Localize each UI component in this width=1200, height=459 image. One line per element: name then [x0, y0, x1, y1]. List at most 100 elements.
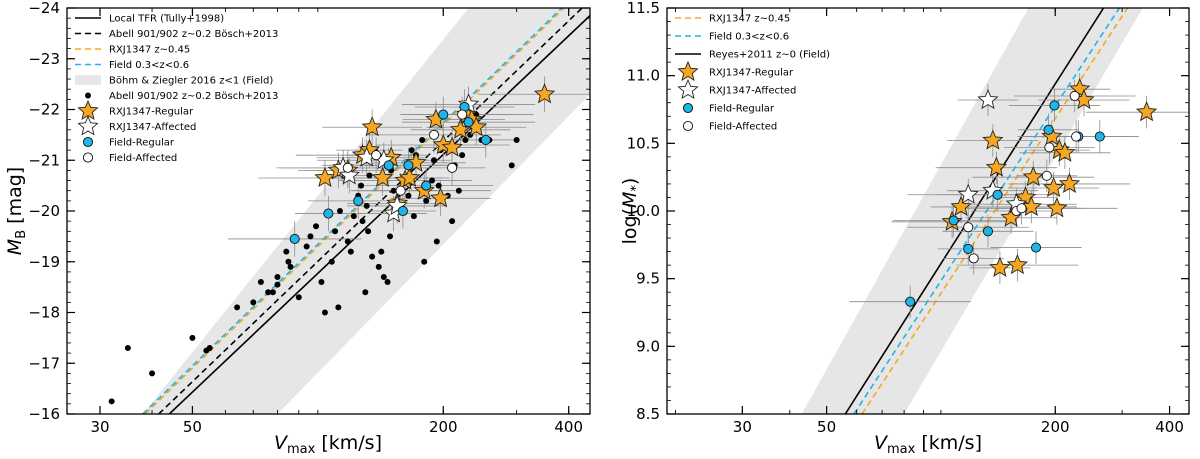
right-x-tick-label: 200 [1041, 418, 1070, 436]
legend-label: Local TFR (Tully+1998) [109, 14, 224, 25]
right-legend-entry: RXJ1347 z~0.45 [675, 14, 790, 25]
legend-marker-swatch [677, 78, 699, 100]
left-field-regular-point [289, 233, 300, 244]
legend-label: RXJ1347-Regular [709, 68, 794, 79]
right-field-regular-point [948, 215, 959, 226]
right-rxj1347-regular-point [1041, 125, 1063, 146]
right-y-tick-label: 11.5 [627, 0, 660, 17]
left-abell-901-902-z-0-2-b-sch-2013-point [390, 187, 397, 194]
left-rxj1347-regular-point [533, 83, 556, 104]
left-abell-901-902-z-0-2-b-sch-2013-point [410, 213, 417, 220]
right-y-tick-label: 9.0 [636, 337, 660, 355]
left-rxj1347-regular-point [441, 136, 463, 157]
left-abell-901-902-z-0-2-b-sch-2013-point [350, 213, 357, 220]
legend-label: Reyes+2011 z~0 (Field) [709, 50, 830, 61]
right-legend-entry: Field-Affected [682, 120, 777, 133]
legend-marker-swatch [77, 115, 99, 136]
right-rxj1347-affected-point [977, 88, 999, 110]
left-rxj1347-regular-point [429, 187, 452, 208]
left-field-regular-point [421, 180, 432, 191]
legend-label: RXJ1347 z~0.45 [109, 45, 190, 56]
left-abell-901-902-z-0-2-b-sch-2013-point [405, 192, 412, 199]
left-field-regular-point [397, 205, 408, 217]
left-x-axis-label: Vmax [km/s] [274, 432, 382, 457]
left-field-regular-point [480, 134, 491, 145]
left-abell-901-902-z-0-2-b-sch-2013-point [206, 345, 213, 352]
left-abell-901-902-z-0-2-b-sch-2013-point [189, 334, 196, 341]
right-rxj1347-regular-point [1006, 253, 1029, 275]
right-rxj1347-regular-point [1046, 197, 1068, 218]
left-y-tick-label: −22 [28, 101, 60, 119]
left-field-regular-point [463, 117, 474, 128]
legend-label: Field-Affected [109, 153, 177, 164]
right-rxj1347-regular-point [1022, 165, 1044, 187]
left-abell-901-902-z-0-2-b-sch-2013-point [369, 253, 376, 260]
right-x-tick-label: 400 [1155, 418, 1184, 436]
legend-label: Böhm & Ziegler 2016 z<1 (Field) [109, 76, 273, 87]
left-abell-901-902-z-0-2-b-sch-2013-point [358, 182, 365, 189]
left-abell-901-902-z-0-2-b-sch-2013-point [335, 304, 342, 311]
right-x-tick-label: 30 [733, 418, 752, 436]
right-y-tick-label: 10.0 [627, 202, 660, 220]
left-abell-901-902-z-0-2-b-sch-2013-point [321, 309, 328, 316]
left-abell-901-902-z-0-2-b-sch-2013-point [328, 258, 335, 265]
right-rxj1347-regular-point [1058, 172, 1081, 193]
legend-label: Field-Regular [709, 104, 775, 115]
left-abell-901-902-z-0-2-b-sch-2013-point [274, 273, 281, 280]
left-legend-entry: Abell 901/902 z~0.2 Bösch+2013 [75, 29, 278, 40]
left-abell-901-902-z-0-2-b-sch-2013-point [313, 223, 320, 230]
legend-label: Abell 901/902 z~0.2 Bösch+2013 [109, 91, 278, 102]
left-field-affected-point [395, 185, 406, 196]
left-field-affected-point [371, 150, 382, 161]
right-field-affected-point [1041, 170, 1052, 181]
left-y-tick-label: −24 [28, 0, 60, 17]
left-abell-901-902-z-0-2-b-sch-2013-point [423, 197, 430, 204]
right-legend-entry: RXJ1347-Affected [677, 78, 796, 100]
right-rxj1347-regular-point [1054, 141, 1076, 162]
left-plot-area [108, 8, 590, 414]
left-abell-901-902-z-0-2-b-sch-2013-point [387, 233, 394, 240]
left-y-tick-label: −20 [28, 202, 60, 220]
left-abell-901-902-z-0-2-b-sch-2013-point [433, 238, 440, 245]
legend-label: RXJ1347-Regular [109, 107, 194, 118]
left-y-axis-label: MB [mag] [4, 167, 29, 255]
left-abell-901-902-z-0-2-b-sch-2013-point [462, 136, 469, 143]
left-abell-901-902-z-0-2-b-sch-2013-point [508, 162, 515, 169]
right-plot-area [801, 8, 1189, 414]
left-abell-901-902-z-0-2-b-sch-2013-point [124, 345, 131, 352]
left-legend-entry: Field-Affected [82, 152, 177, 164]
left-rxj1347-regular-point [398, 166, 421, 188]
left-field-affected-point [457, 109, 468, 120]
left-abell-901-902-z-0-2-b-sch-2013-point [265, 289, 272, 296]
left-abell-901-902-z-0-2-b-sch-2013-point [449, 218, 456, 225]
left-abell-901-902-z-0-2-b-sch-2013-point [149, 370, 156, 377]
left-rxj1347-regular-point [371, 166, 394, 188]
right-legend: RXJ1347 z~0.45 Field 0.3<z<0.6 Reyes+2011 … [675, 14, 830, 133]
legend-label: Field-Affected [709, 122, 777, 133]
left-abell-901-902-z-0-2-b-sch-2013-point [274, 281, 281, 288]
right-x-axis-label: Vmax [km/s] [874, 432, 982, 457]
left-legend-entry: RXJ1347 z~0.45 [75, 45, 190, 56]
left-relation-line-0 [168, 15, 590, 414]
legend-label: RXJ1347-Affected [709, 86, 796, 97]
left-legend-entry: Böhm & Ziegler 2016 z<1 (Field) [75, 75, 273, 87]
right-rxj1347-regular-point [989, 256, 1011, 277]
left-abell-901-902-z-0-2-b-sch-2013-point [303, 243, 310, 250]
left-abell-901-902-z-0-2-b-sch-2013-point [347, 248, 354, 255]
left-legend-entry: Abell 901/902 z~0.2 Bösch+2013 [85, 91, 278, 102]
left-relation-line-3 [142, 8, 563, 414]
left-abell-901-902-z-0-2-b-sch-2013-point [430, 157, 437, 164]
left-abell-901-902-z-0-2-b-sch-2013-point [380, 273, 387, 280]
left-abell-901-902-z-0-2-b-sch-2013-point [366, 172, 373, 179]
right-field-affected-point [963, 222, 974, 233]
right-field-regular-point [992, 189, 1003, 200]
left-y-tick-label: −16 [28, 405, 60, 423]
left-abell-901-902-z-0-2-b-sch-2013-point [269, 289, 276, 296]
left-abell-901-902-z-0-2-b-sch-2013-point [378, 248, 385, 255]
left-abell-901-902-z-0-2-b-sch-2013-point [332, 228, 339, 235]
left-abell-901-902-z-0-2-b-sch-2013-point [283, 248, 290, 255]
left-y-tick-label: −19 [28, 253, 60, 271]
right-field-affected-point [1016, 203, 1027, 214]
left-field-regular-point [383, 160, 394, 171]
legend-label: Field-Regular [109, 138, 175, 149]
